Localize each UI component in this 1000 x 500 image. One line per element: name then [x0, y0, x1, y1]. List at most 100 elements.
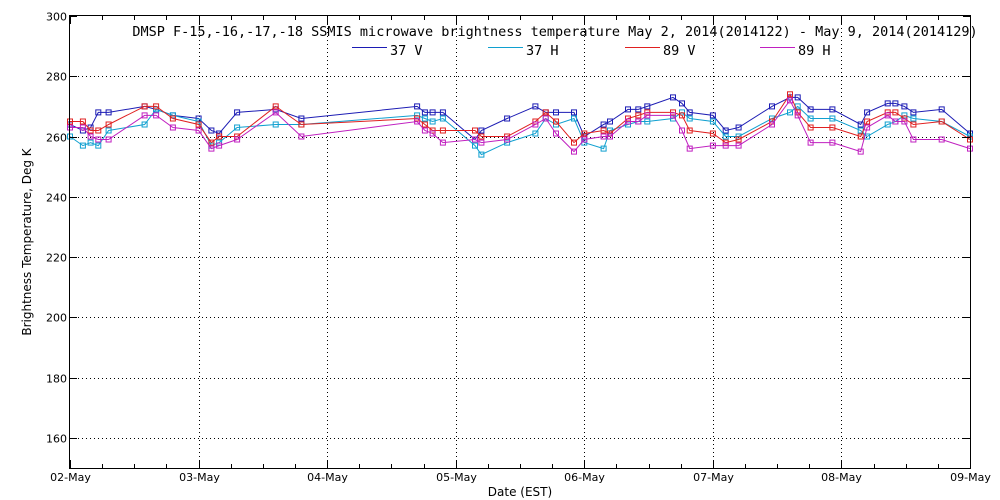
data-point [439, 109, 446, 116]
data-point [864, 124, 871, 131]
data-point [679, 100, 685, 107]
data-point [600, 145, 607, 152]
data-point [208, 145, 215, 152]
y-axis-title: Brightness Temperature, Deg K [20, 147, 34, 335]
data-point [892, 118, 899, 125]
data-point [95, 136, 102, 143]
data-point [794, 94, 801, 101]
x-tick-label: 02-May [50, 471, 91, 484]
data-point [553, 118, 559, 125]
data-point [901, 118, 908, 125]
data-point [670, 94, 676, 101]
data-point [141, 121, 148, 128]
data-point [105, 121, 112, 128]
data-point [553, 130, 559, 137]
data-point [414, 118, 421, 125]
data-point [787, 91, 793, 98]
data-point [829, 139, 836, 146]
x-tick-label: 06-May [564, 471, 605, 484]
chart-title: DMSP F-15,-16,-17,-18 SSMIS microwave br… [132, 24, 977, 40]
data-point [216, 142, 223, 149]
legend-item: 89 H [760, 43, 831, 59]
data-point [153, 112, 160, 119]
legend-item: 89 V [625, 43, 696, 59]
data-point [679, 127, 685, 134]
x-tick-label: 07-May [693, 471, 734, 484]
data-point [532, 103, 539, 110]
data-point [553, 109, 559, 116]
data-point [709, 112, 716, 119]
data-point [722, 133, 729, 140]
data-point [234, 109, 241, 116]
data-point [429, 109, 436, 116]
data-point [884, 121, 891, 128]
data-point [807, 139, 814, 146]
data-point [938, 118, 945, 125]
data-point [169, 115, 176, 122]
y-tick-label: 160 [46, 433, 67, 446]
legend-label: 89 H [798, 43, 831, 59]
data-point [532, 121, 539, 128]
y-tick-label: 240 [46, 192, 67, 205]
data-point [625, 106, 631, 113]
data-point [272, 103, 279, 110]
data-point [298, 121, 305, 128]
data-point [910, 121, 917, 128]
data-point [298, 115, 305, 122]
x-tick-label: 08-May [821, 471, 862, 484]
data-point [95, 127, 102, 134]
data-point [439, 115, 446, 122]
data-point [884, 112, 891, 119]
data-point [769, 103, 775, 110]
data-point [635, 112, 642, 119]
y-tick-label: 280 [46, 71, 67, 84]
data-point [478, 139, 485, 146]
legend-item: 37 V [352, 43, 423, 59]
data-point [571, 148, 577, 155]
data-point [414, 112, 421, 119]
data-point [429, 118, 436, 125]
data-point [504, 136, 511, 143]
data-point [472, 127, 478, 134]
data-point [272, 109, 279, 116]
data-point [141, 103, 148, 110]
grid-lines [70, 16, 970, 468]
data-point [794, 112, 801, 119]
data-point [87, 133, 94, 140]
data-point [234, 124, 241, 131]
data-point [571, 109, 577, 116]
data-point [504, 139, 511, 146]
legend-label: 37 H [526, 43, 559, 59]
data-point [141, 112, 148, 119]
data-point [600, 133, 607, 140]
data-point [884, 100, 891, 107]
data-point [571, 139, 577, 146]
data-point [478, 127, 485, 134]
data-point [421, 121, 428, 128]
data-point [532, 130, 539, 137]
data-point [571, 115, 577, 122]
data-point [195, 127, 202, 134]
data-point [581, 136, 588, 143]
data-point [105, 109, 112, 116]
data-point [429, 130, 436, 137]
data-point [644, 118, 651, 125]
series-line [70, 99, 971, 153]
series-lines [67, 91, 973, 158]
data-point [735, 142, 742, 149]
data-point [686, 115, 693, 122]
data-point [807, 124, 814, 131]
data-point [857, 121, 864, 128]
data-point [421, 127, 428, 134]
data-point [234, 136, 241, 143]
data-point [857, 148, 864, 155]
data-point [607, 133, 613, 140]
series-89-h [67, 97, 973, 155]
data-point [829, 106, 836, 113]
data-point [722, 127, 729, 134]
data-point [735, 124, 742, 131]
axis-ticks [70, 16, 971, 468]
y-tick-label: 200 [46, 312, 67, 325]
data-point [735, 136, 742, 143]
data-point [581, 130, 588, 137]
